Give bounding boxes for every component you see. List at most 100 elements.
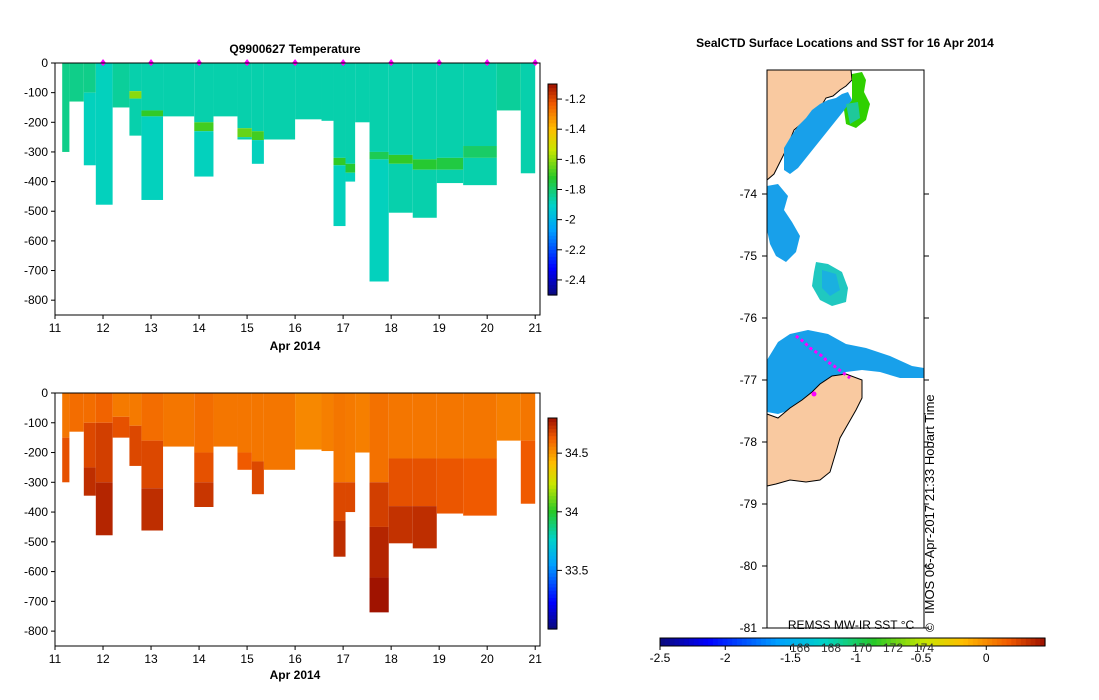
colorbar-segment <box>548 207 557 212</box>
colorbar-segment <box>804 638 810 646</box>
colorbar-segment <box>785 638 791 646</box>
x-tick-label: 17 <box>336 321 350 335</box>
colorbar-segment <box>548 161 557 166</box>
colorbar-segment <box>789 638 796 646</box>
profile-cell <box>463 63 497 147</box>
profile-cell <box>95 63 113 205</box>
colorbar-segment <box>958 638 964 646</box>
colorbar-segment <box>775 638 781 646</box>
x-tick-label: 17 <box>336 652 350 666</box>
colorbar-segment <box>548 569 557 574</box>
colorbar-segment <box>751 638 757 646</box>
profile-cell <box>163 63 195 117</box>
profile-cell <box>112 416 130 438</box>
colorbar-segment <box>548 456 557 461</box>
temperature-panel: Q9900627 Temperature 0 -100 -200 -300 -400 -5… <box>24 42 586 353</box>
colorbar-segment <box>814 638 820 646</box>
imos-watermark: IMOS 06-Apr-2017 21:33 Hobart Time <box>922 394 937 614</box>
colorbar-tick-label: -0.5 <box>911 651 932 665</box>
profile-cell <box>295 63 322 120</box>
colorbar-segment <box>548 193 557 198</box>
colorbar-segment <box>548 157 557 162</box>
colorbar-segment <box>548 572 557 577</box>
sst-coast-north <box>784 92 852 174</box>
colorbar-segment <box>548 600 557 605</box>
colorbar-segment <box>548 625 557 630</box>
profile-cell <box>369 63 389 152</box>
profile-cell <box>141 440 164 489</box>
colorbar-tick-label: 0 <box>983 651 990 665</box>
colorbar-segment <box>548 178 557 184</box>
colorbar-segment <box>548 576 557 581</box>
colorbar-segment <box>987 638 993 646</box>
profile-cell <box>213 63 238 117</box>
y-tick-label: -300 <box>24 145 48 159</box>
colorbar-segment <box>548 101 557 106</box>
colorbar-segment <box>548 221 557 226</box>
colorbar-segment <box>548 98 557 103</box>
colorbar-segment <box>948 638 955 646</box>
colorbar-segment <box>664 638 671 646</box>
profile-cell <box>112 63 130 108</box>
profile-cell <box>412 393 437 459</box>
colorbar-segment <box>548 555 557 560</box>
profile-cell <box>194 131 214 177</box>
colorbar-segment <box>929 638 935 646</box>
colorbar-segment <box>548 228 557 233</box>
profile-cell <box>369 577 389 613</box>
colorbar-segment <box>548 91 557 96</box>
colorbar-segment <box>548 150 557 155</box>
profile-cell <box>83 92 96 166</box>
y-tick-label: -500 <box>24 204 48 218</box>
colorbar-segment <box>548 154 557 159</box>
colorbar-segment <box>548 502 557 507</box>
colorbar-segment <box>548 217 557 222</box>
seal-location <box>811 391 817 397</box>
x-tick-label: 13 <box>144 321 158 335</box>
profile-cell <box>388 458 413 507</box>
colorbar-segment <box>548 495 557 500</box>
profile-cell <box>62 63 70 152</box>
colorbar-segment <box>741 638 748 646</box>
colorbar-segment <box>727 638 733 646</box>
longitude-tick-label: 168 <box>821 641 841 655</box>
profile-cell <box>345 63 356 164</box>
colorbar-segment <box>712 638 719 646</box>
colorbar-segment <box>548 611 557 616</box>
colorbar-segment <box>953 638 959 646</box>
lat-tick-label: -78 <box>740 435 758 449</box>
profile-cell <box>129 98 142 136</box>
salinity-axes-frame <box>54 392 541 647</box>
colorbar-segment <box>765 638 772 646</box>
profile-cell <box>129 63 142 92</box>
colorbar-segment <box>548 182 557 187</box>
colorbar-segment <box>548 527 557 532</box>
profile-cell <box>251 63 264 132</box>
profile-cell <box>345 163 356 173</box>
profile-cell <box>369 482 389 527</box>
colorbar-segment <box>548 196 557 201</box>
colorbar-tick-label: -1.5 <box>780 651 801 665</box>
profile-cell <box>141 393 164 441</box>
profile-cell <box>388 393 413 459</box>
colorbar-segment <box>857 638 863 646</box>
y-tick-label: -100 <box>24 86 48 100</box>
colorbar-segment <box>703 638 709 646</box>
colorbar-segment <box>548 519 557 525</box>
colorbar-segment <box>722 638 728 646</box>
profile-cell <box>412 63 437 160</box>
colorbar-segment <box>548 259 557 264</box>
colorbar-segment <box>794 638 801 646</box>
colorbar-segment <box>548 586 557 591</box>
land-south <box>766 373 863 487</box>
profile-cell <box>141 110 164 117</box>
y-tick-label: -600 <box>24 565 48 579</box>
profile-cell <box>95 422 113 483</box>
lat-tick-label: -74 <box>740 187 758 201</box>
profile-cell <box>295 393 322 450</box>
profile-cell <box>436 169 464 184</box>
colorbar-segment <box>866 638 873 646</box>
colorbar-segment <box>756 638 762 646</box>
colorbar-segment <box>548 484 557 489</box>
profile-cell <box>194 452 214 483</box>
